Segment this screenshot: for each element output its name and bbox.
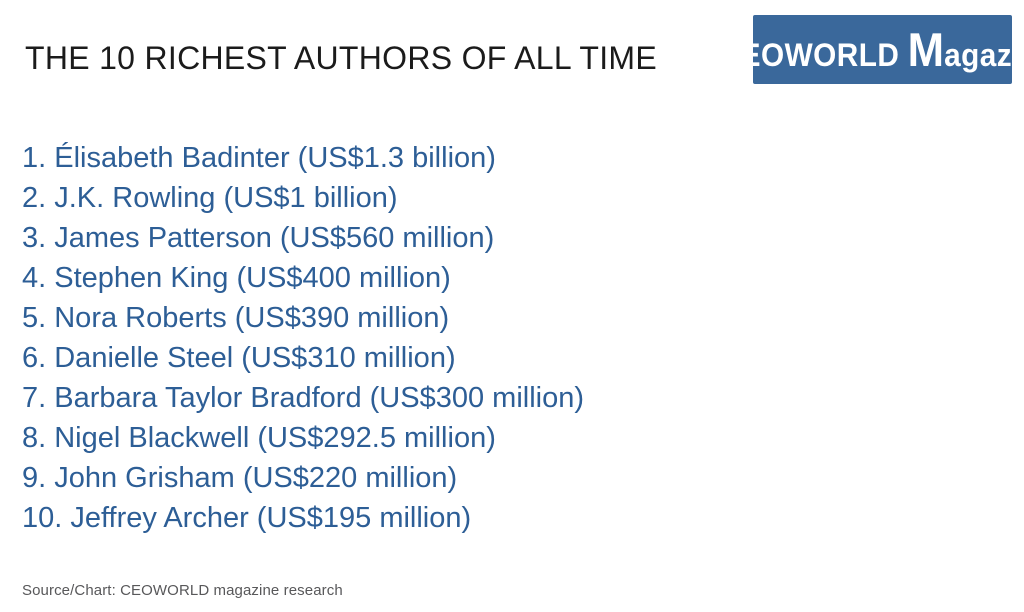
logo-text: CEOWORLDMagazine	[709, 26, 1024, 73]
list-item: 3. James Patterson (US$560 million)	[22, 222, 495, 254]
logo-word2-initial: M	[907, 23, 944, 76]
logo-word2-rest: agazine	[943, 37, 1024, 73]
list-item: 8. Nigel Blackwell (US$292.5 million)	[22, 422, 496, 454]
page-title: THE 10 RICHEST AUTHORS OF ALL TIME	[25, 40, 657, 76]
list-item: 1. Élisabeth Badinter (US$1.3 billion)	[22, 142, 496, 174]
source-attribution: Source/Chart: CEOWORLD magazine research	[22, 582, 343, 599]
list-item: 7. Barbara Taylor Bradford (US$300 milli…	[22, 382, 585, 414]
ceoworld-magazine-logo: CEOWORLDMagazine	[709, 15, 1024, 84]
logo-word1-rest: EOWORLD	[740, 37, 900, 73]
list-item: 4. Stephen King (US$400 million)	[22, 262, 451, 294]
list-item: 5. Nora Roberts (US$390 million)	[22, 302, 450, 334]
list-item: 2. J.K. Rowling (US$1 billion)	[22, 182, 398, 214]
richest-authors-list: 1. Élisabeth Badinter (US$1.3 billion) 2…	[22, 138, 584, 538]
logo-word1-initial: C	[708, 23, 741, 76]
list-item: 6. Danielle Steel (US$310 million)	[22, 342, 456, 374]
list-item: 9. John Grisham (US$220 million)	[22, 462, 458, 494]
list-item: 10. Jeffrey Archer (US$195 million)	[22, 502, 472, 534]
